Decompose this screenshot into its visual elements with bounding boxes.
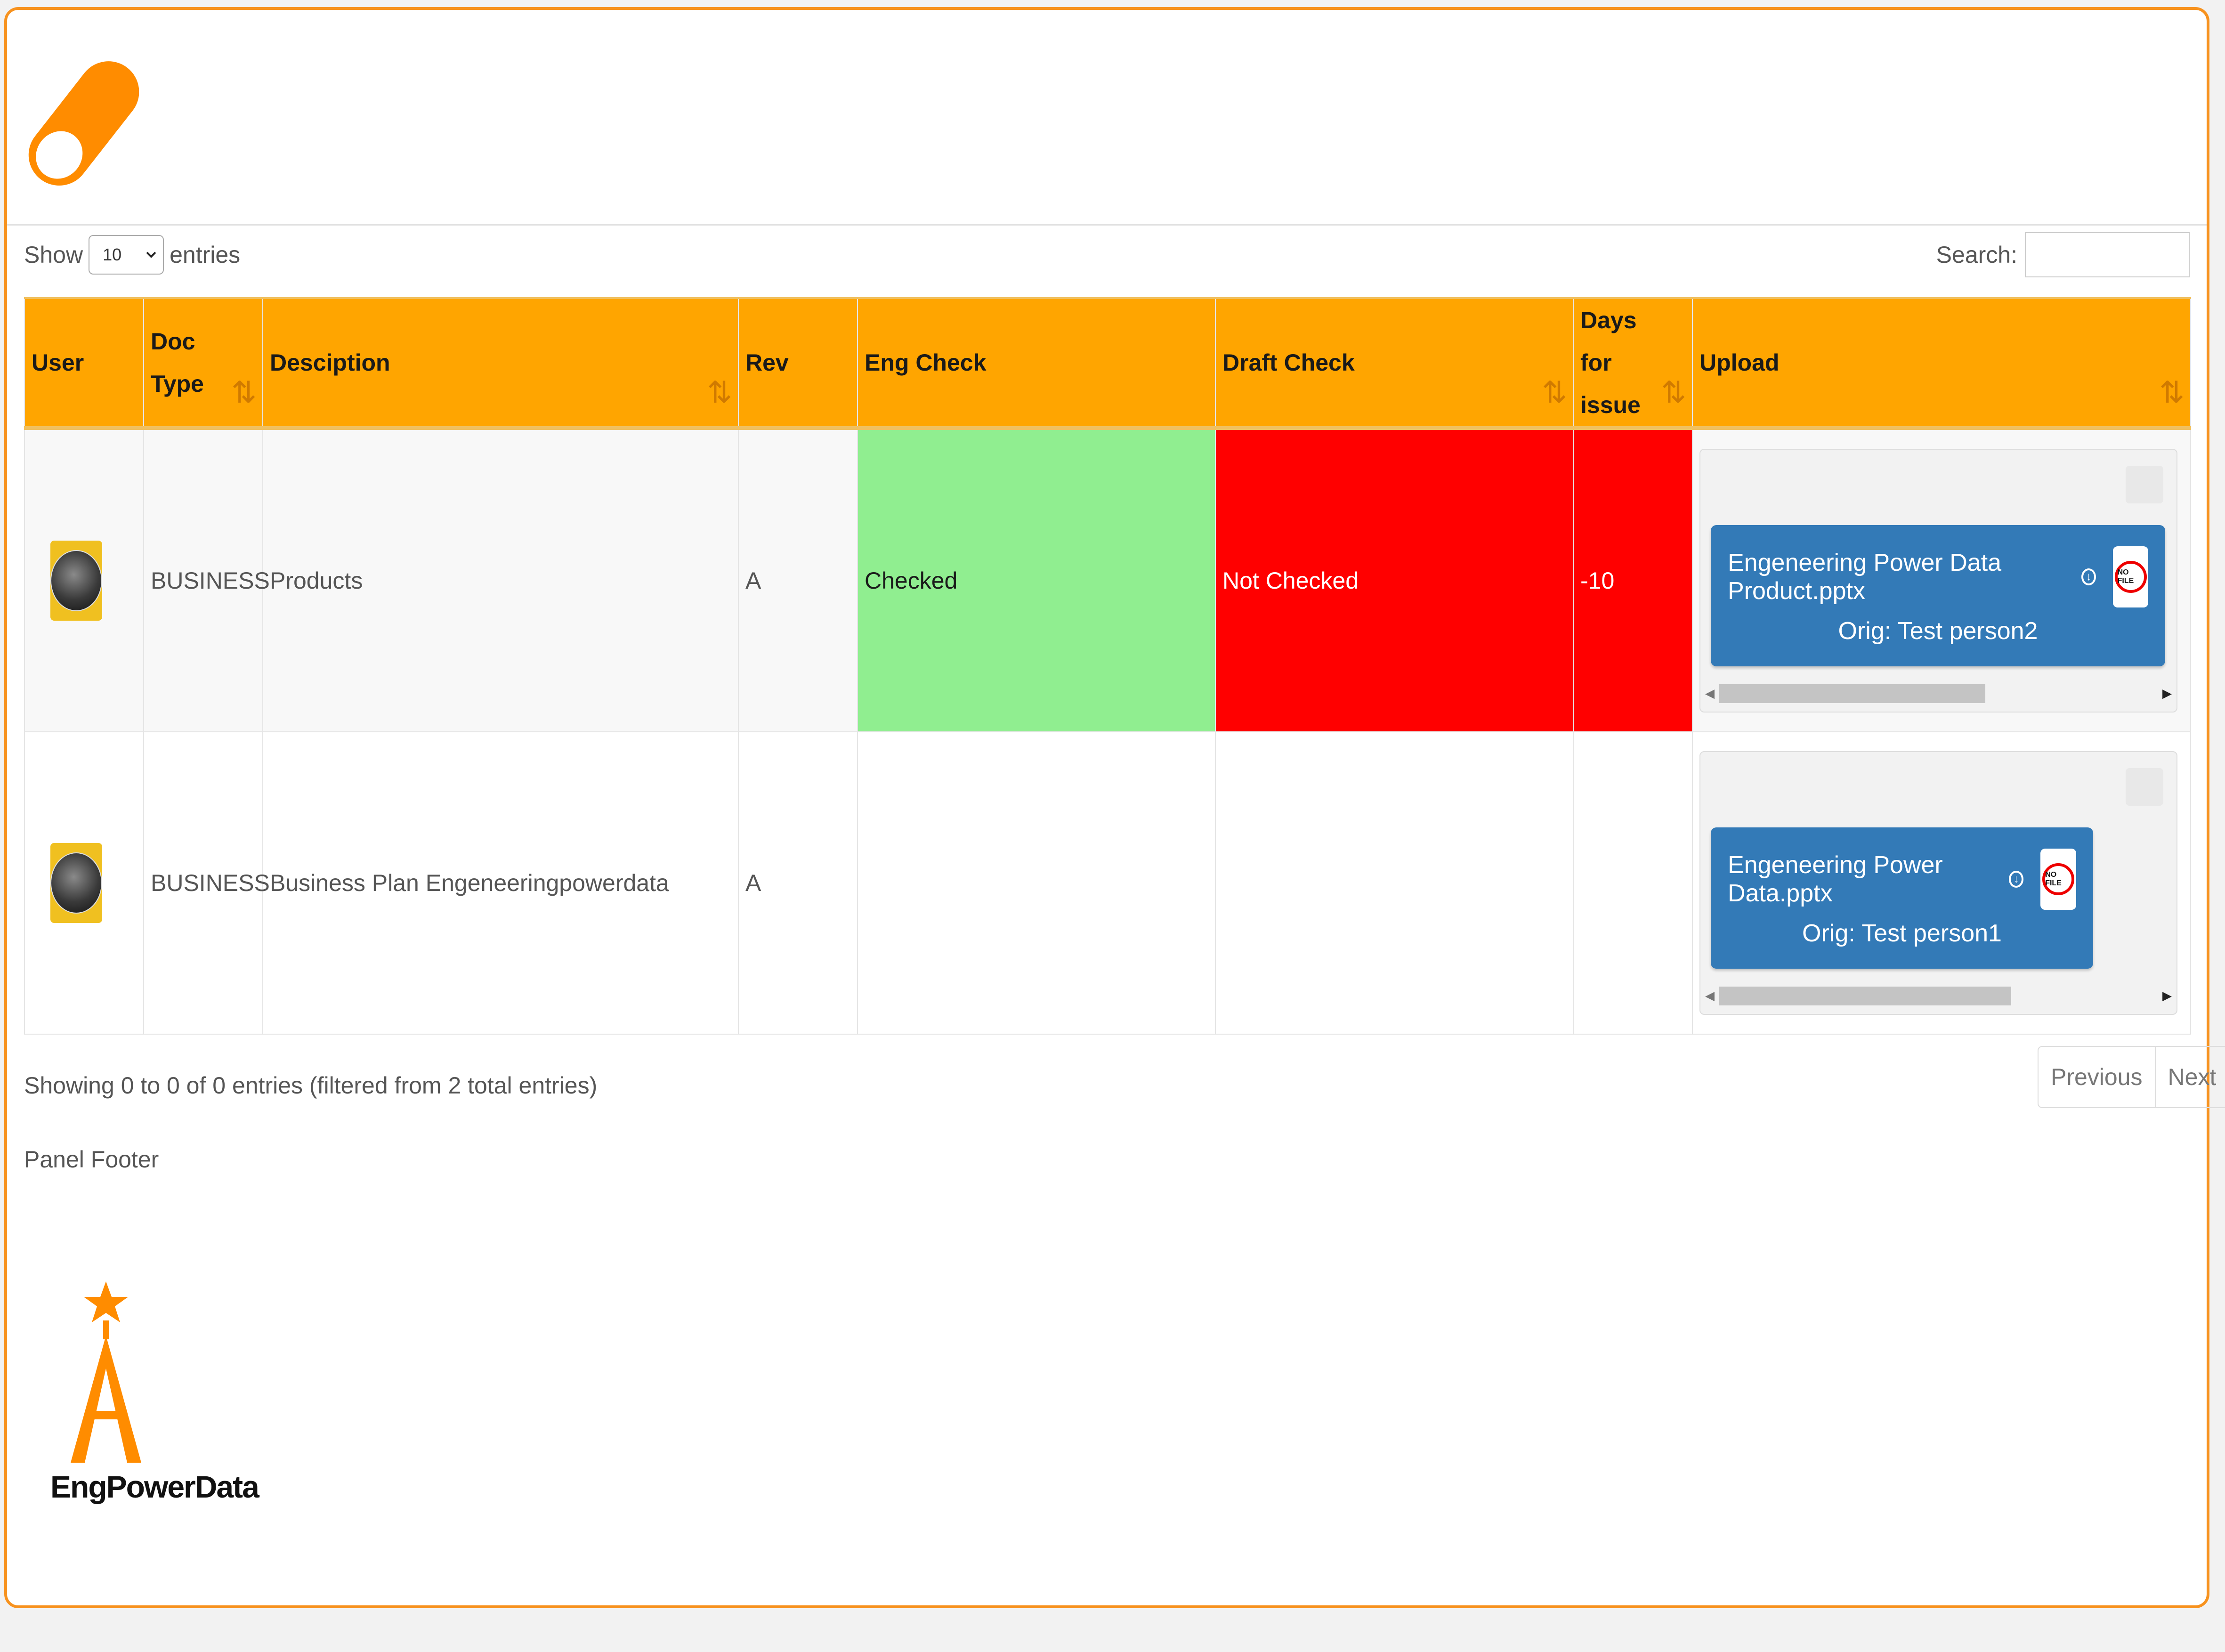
upload-container: Engeneering Power Data Product.pptx ↓ NO… <box>1699 449 2177 713</box>
scrollbar-thumb[interactable] <box>1719 684 1985 703</box>
file-name: Engeneering Power Data.pptx <box>1728 851 1943 907</box>
search-input[interactable] <box>2025 232 2190 277</box>
download-icon[interactable]: ↓ <box>2008 871 2024 888</box>
file-originator: Orig: Test person2 <box>1838 617 2038 645</box>
documents-table: User Doc Type ⇅ Desciption ⇅ Rev Eng Check… <box>24 297 2191 1035</box>
scrollbar-thumb[interactable] <box>1719 987 2011 1005</box>
sort-icon: ⇅ <box>231 375 257 409</box>
column-header-doc-type[interactable]: Doc Type ⇅ <box>143 297 263 430</box>
no-file-badge[interactable]: NO FILE <box>2040 849 2076 910</box>
scroll-left-icon[interactable]: ◀ <box>1705 686 1715 700</box>
sort-icon: ⇅ <box>707 375 732 409</box>
pipe-logo-icon <box>28 61 139 186</box>
user-cell <box>24 731 144 1035</box>
show-label: Show <box>24 242 83 268</box>
eng-check-cell: Checked <box>857 428 1216 732</box>
scroll-left-icon[interactable]: ◀ <box>1705 988 1715 1003</box>
pagination: Previous Next <box>2038 1046 2225 1108</box>
upload-cell: Engeneering Power Data Product.pptx ↓ NO… <box>1692 428 2191 732</box>
horizontal-scrollbar[interactable]: ◀ ▶ <box>1705 985 2172 1005</box>
previous-button[interactable]: Previous <box>2051 1064 2143 1090</box>
column-header-days-for-issue[interactable]: Days for issue ⇅ <box>1573 297 1693 430</box>
description-cell: Business Plan Engeneeringpowerdata <box>262 731 739 1035</box>
avatar[interactable] <box>50 843 102 923</box>
sort-icon: ⇅ <box>1661 375 1686 409</box>
horizontal-scrollbar[interactable]: ◀ ▶ <box>1705 682 2172 703</box>
user-cell <box>24 428 144 732</box>
description-cell: Products <box>262 428 739 732</box>
main-panel: Show 10 entries Search: User Doc Type ⇅ D… <box>4 7 2225 1608</box>
entries-select[interactable]: 10 <box>89 235 164 275</box>
chevron-down-icon <box>146 251 156 258</box>
avatar[interactable] <box>50 541 102 621</box>
column-header-rev[interactable]: Rev <box>738 297 858 430</box>
column-header-user[interactable]: User <box>24 297 144 430</box>
file-download-button[interactable]: Engeneering Power Data Product.pptx ↓ NO… <box>1711 525 2165 666</box>
file-download-button[interactable]: Engeneering Power Data.pptx ↓ NO FILE Or… <box>1711 827 2093 969</box>
no-file-icon: NO FILE <box>2042 863 2075 895</box>
panel-header <box>7 10 2207 226</box>
panel-footer: Panel Footer <box>24 1146 159 1173</box>
tower-logo-icon <box>71 1281 141 1463</box>
table-row: BUSINESS Products A Checked Not Checked … <box>24 428 2191 732</box>
table-header-row: User Doc Type ⇅ Desciption ⇅ Rev Eng Check… <box>24 297 2191 430</box>
column-header-upload[interactable]: Upload ⇅ <box>1692 297 2191 430</box>
days-for-issue-cell: -10 <box>1573 428 1693 732</box>
column-header-description[interactable]: Desciption ⇅ <box>262 297 739 430</box>
rev-cell: A <box>738 731 858 1035</box>
row-select-checkbox[interactable] <box>2126 466 2163 503</box>
file-originator: Orig: Test person1 <box>1802 920 2002 947</box>
file-name: Engeneering Power Data Product.pptx <box>1728 549 2002 605</box>
entries-label: entries <box>170 242 241 268</box>
eng-check-cell: Not Checked <box>857 731 1216 1035</box>
table-controls: Show 10 entries Search: <box>24 231 2190 278</box>
rev-cell: A <box>738 428 858 732</box>
doc-type-cell: BUSINESS <box>143 428 270 732</box>
draft-check-cell: Not Checked <box>1215 428 1574 732</box>
search-label: Search: <box>1936 242 2017 268</box>
column-header-draft-check[interactable]: Draft Check ⇅ <box>1215 297 1574 430</box>
sort-icon: ⇅ <box>2159 375 2185 409</box>
search-control: Search: <box>1936 231 2190 278</box>
row-select-checkbox[interactable] <box>2126 768 2163 806</box>
doc-type-cell: BUSINESS <box>143 731 270 1035</box>
brand-name: EngPowerData <box>50 1469 259 1504</box>
sort-icon: ⇅ <box>1542 375 1567 409</box>
upload-cell: Engeneering Power Data.pptx ↓ NO FILE Or… <box>1692 731 2191 1035</box>
table-row: BUSINESS Business Plan Engeneeringpowerd… <box>24 731 2191 1035</box>
download-icon[interactable]: ↓ <box>2081 568 2096 585</box>
page-length-control: Show 10 entries <box>24 231 240 278</box>
scroll-right-icon[interactable]: ▶ <box>2162 988 2172 1003</box>
upload-container: Engeneering Power Data.pptx ↓ NO FILE Or… <box>1699 751 2177 1015</box>
no-file-icon: NO FILE <box>2114 561 2147 593</box>
no-file-badge[interactable]: NO FILE <box>2113 546 2148 607</box>
table-info: Showing 0 to 0 of 0 entries (filtered fr… <box>24 1072 598 1099</box>
entries-select-value: 10 <box>103 245 122 264</box>
scroll-right-icon[interactable]: ▶ <box>2162 686 2172 700</box>
draft-check-cell: Not Checked <box>1215 731 1574 1035</box>
next-button[interactable]: Next <box>2154 1047 2225 1107</box>
column-header-eng-check[interactable]: Eng Check <box>857 297 1216 430</box>
days-for-issue-cell: -5 <box>1573 731 1693 1035</box>
